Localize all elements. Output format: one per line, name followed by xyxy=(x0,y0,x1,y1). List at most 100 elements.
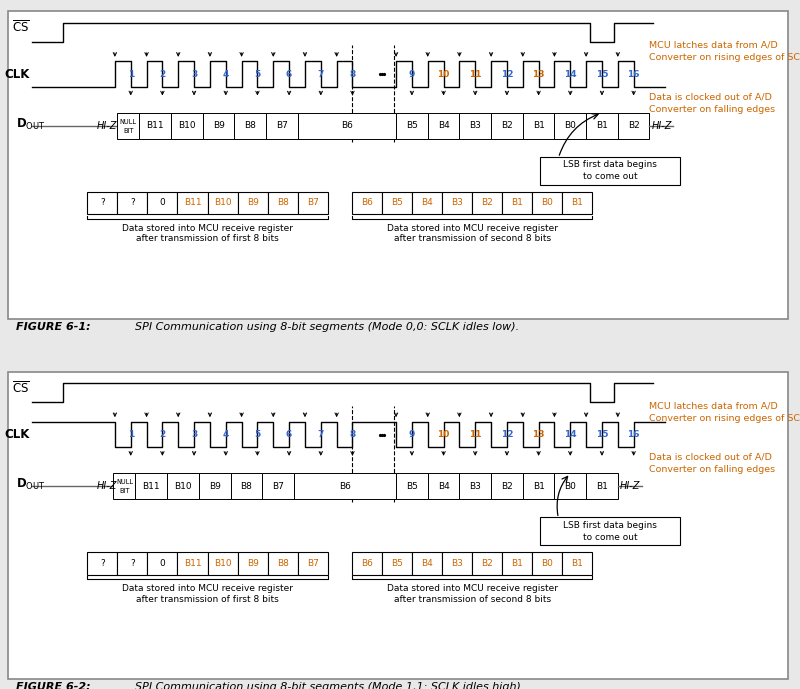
FancyBboxPatch shape xyxy=(491,473,522,499)
FancyBboxPatch shape xyxy=(298,552,328,575)
Text: 1: 1 xyxy=(127,430,134,439)
FancyBboxPatch shape xyxy=(412,192,442,214)
Text: B1: B1 xyxy=(533,482,545,491)
Text: B9: B9 xyxy=(246,559,258,568)
Text: B1: B1 xyxy=(511,198,523,207)
Text: SPI Communication using 8-bit segments (Mode 1,1: SCLK idles high).: SPI Communication using 8-bit segments (… xyxy=(107,682,524,689)
Text: B6: B6 xyxy=(361,198,373,207)
FancyBboxPatch shape xyxy=(118,113,139,138)
Text: 16: 16 xyxy=(627,70,640,79)
FancyBboxPatch shape xyxy=(540,517,679,545)
Text: 6: 6 xyxy=(286,430,292,439)
FancyBboxPatch shape xyxy=(266,113,298,138)
Text: 14: 14 xyxy=(564,430,577,439)
Text: HI-Z: HI-Z xyxy=(620,481,641,491)
Text: 2: 2 xyxy=(159,430,166,439)
Text: B5: B5 xyxy=(391,198,402,207)
Text: D$_{\mathsf{OUT}}$: D$_{\mathsf{OUT}}$ xyxy=(16,477,45,492)
Text: 2: 2 xyxy=(159,70,166,79)
Text: B0: B0 xyxy=(564,482,576,491)
Text: SPI Communication using 8-bit segments (Mode 0,0: SCLK idles low).: SPI Communication using 8-bit segments (… xyxy=(107,322,519,332)
FancyBboxPatch shape xyxy=(135,473,167,499)
Text: B1: B1 xyxy=(571,198,583,207)
Text: 3: 3 xyxy=(191,70,198,79)
FancyBboxPatch shape xyxy=(472,192,502,214)
FancyBboxPatch shape xyxy=(178,192,207,214)
Text: 15: 15 xyxy=(596,70,608,79)
Text: D$_{\mathsf{OUT}}$: D$_{\mathsf{OUT}}$ xyxy=(16,116,45,132)
Text: B1: B1 xyxy=(533,121,545,130)
FancyBboxPatch shape xyxy=(562,192,593,214)
FancyBboxPatch shape xyxy=(396,473,428,499)
Text: B7: B7 xyxy=(276,121,288,130)
FancyBboxPatch shape xyxy=(352,192,382,214)
Text: 8: 8 xyxy=(350,70,356,79)
Text: 11: 11 xyxy=(469,430,482,439)
FancyBboxPatch shape xyxy=(554,113,586,138)
Text: B2: B2 xyxy=(628,121,639,130)
Text: B4: B4 xyxy=(421,198,433,207)
Text: B1: B1 xyxy=(596,482,608,491)
FancyBboxPatch shape xyxy=(428,113,459,138)
Text: FIGURE 6-1:: FIGURE 6-1: xyxy=(16,322,90,332)
Text: B9: B9 xyxy=(213,121,225,130)
Text: 0: 0 xyxy=(159,559,166,568)
FancyBboxPatch shape xyxy=(532,192,562,214)
Text: MCU latches data from A/D
Converter on rising edges of SCLK: MCU latches data from A/D Converter on r… xyxy=(650,401,800,423)
FancyBboxPatch shape xyxy=(294,473,396,499)
Text: B10: B10 xyxy=(214,198,231,207)
Text: B11: B11 xyxy=(146,121,164,130)
Text: B10: B10 xyxy=(178,121,196,130)
Text: 6: 6 xyxy=(286,70,292,79)
Text: HI-Z: HI-Z xyxy=(97,121,118,131)
FancyBboxPatch shape xyxy=(442,192,472,214)
FancyBboxPatch shape xyxy=(238,192,268,214)
FancyBboxPatch shape xyxy=(491,113,522,138)
FancyBboxPatch shape xyxy=(171,113,202,138)
Text: ?: ? xyxy=(100,198,105,207)
Text: MCU latches data from A/D
Converter on rising edges of SCLK: MCU latches data from A/D Converter on r… xyxy=(650,41,800,63)
FancyBboxPatch shape xyxy=(139,113,171,138)
FancyBboxPatch shape xyxy=(207,552,238,575)
FancyBboxPatch shape xyxy=(586,473,618,499)
FancyBboxPatch shape xyxy=(167,473,199,499)
Text: B6: B6 xyxy=(341,121,353,130)
Text: B6: B6 xyxy=(361,559,373,568)
FancyBboxPatch shape xyxy=(502,552,532,575)
FancyBboxPatch shape xyxy=(207,192,238,214)
FancyBboxPatch shape xyxy=(147,552,178,575)
Text: 16: 16 xyxy=(627,430,640,439)
Text: 11: 11 xyxy=(469,70,482,79)
Text: Data stored into MCU receive register
after transmission of first 8 bits: Data stored into MCU receive register af… xyxy=(122,584,293,604)
Text: B10: B10 xyxy=(214,559,231,568)
Text: CLK: CLK xyxy=(4,68,30,81)
Text: B11: B11 xyxy=(184,198,202,207)
Text: B3: B3 xyxy=(470,121,481,130)
FancyBboxPatch shape xyxy=(87,552,118,575)
FancyBboxPatch shape xyxy=(298,113,396,138)
Text: Data stored into MCU receive register
after transmission of second 8 bits: Data stored into MCU receive register af… xyxy=(386,224,558,243)
Text: HI-Z: HI-Z xyxy=(652,121,672,131)
FancyBboxPatch shape xyxy=(562,552,593,575)
FancyBboxPatch shape xyxy=(352,552,382,575)
Text: 12: 12 xyxy=(501,430,513,439)
Text: Data stored into MCU receive register
after transmission of first 8 bits: Data stored into MCU receive register af… xyxy=(122,224,293,243)
Text: LSB first data begins
to come out: LSB first data begins to come out xyxy=(563,521,657,542)
Text: B10: B10 xyxy=(174,482,192,491)
Text: B6: B6 xyxy=(339,482,351,491)
Text: B8: B8 xyxy=(277,198,289,207)
Text: B8: B8 xyxy=(244,121,256,130)
FancyBboxPatch shape xyxy=(459,113,491,138)
FancyBboxPatch shape xyxy=(382,192,412,214)
FancyBboxPatch shape xyxy=(412,552,442,575)
Text: B4: B4 xyxy=(421,559,433,568)
FancyBboxPatch shape xyxy=(114,473,135,499)
Text: B8: B8 xyxy=(241,482,252,491)
Text: B0: B0 xyxy=(542,559,554,568)
Text: 7: 7 xyxy=(318,70,324,79)
Text: NULL: NULL xyxy=(120,119,137,125)
Text: NULL: NULL xyxy=(116,480,133,485)
Text: 0: 0 xyxy=(159,198,166,207)
Text: $\overline{\rm CS}$: $\overline{\rm CS}$ xyxy=(12,20,30,35)
Text: LSB first data begins
to come out: LSB first data begins to come out xyxy=(563,161,657,181)
